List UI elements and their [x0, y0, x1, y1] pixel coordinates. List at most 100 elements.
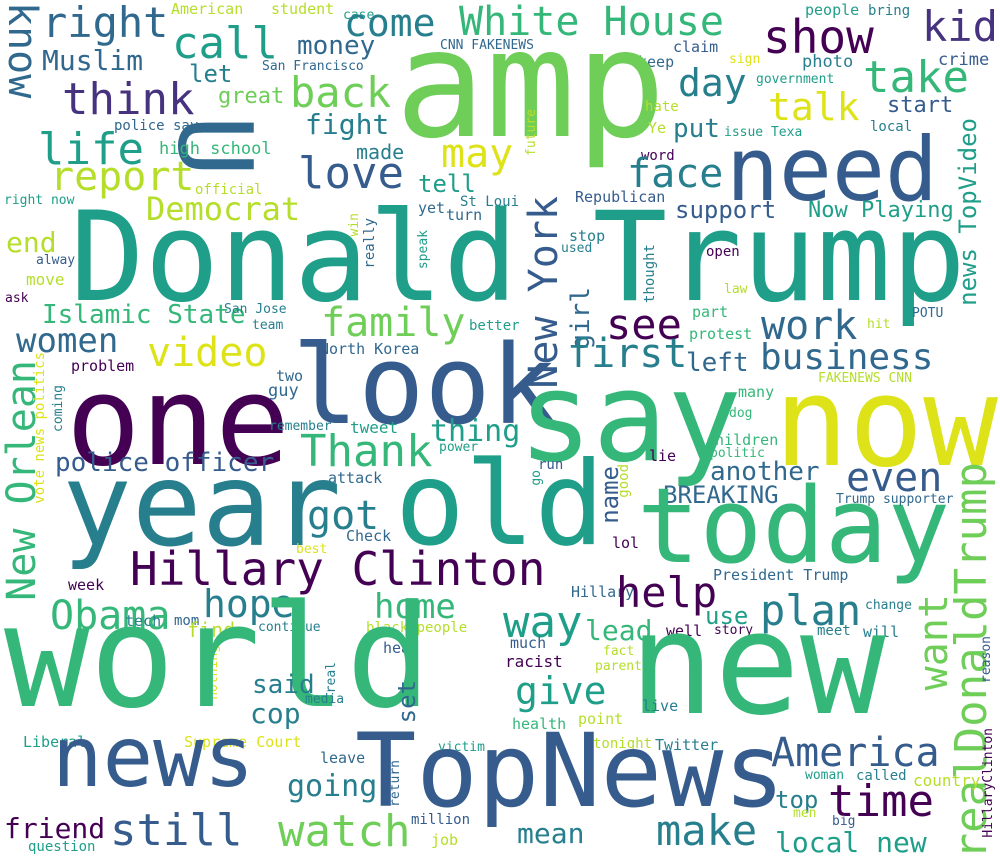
- word-high-school: high school: [159, 139, 272, 159]
- word-give: give: [515, 669, 607, 713]
- word-big: big: [832, 814, 856, 829]
- word-still: still: [110, 805, 243, 856]
- word-see: see: [606, 300, 682, 349]
- word-help: help: [616, 568, 718, 617]
- word-way: way: [503, 597, 583, 648]
- word-ye: Ye: [648, 119, 667, 137]
- word-know: know: [0, 2, 45, 99]
- word-come: come: [344, 1, 436, 45]
- word-million: million: [411, 812, 471, 828]
- word-return: return: [388, 760, 403, 807]
- word-home: home: [374, 587, 456, 627]
- word-power: power: [439, 440, 479, 455]
- word-team: team: [252, 318, 284, 333]
- word-going: going: [287, 769, 378, 804]
- word-think: think: [62, 74, 195, 125]
- word-fact: fact: [603, 644, 635, 659]
- word-called: called: [856, 768, 907, 784]
- word-real: real: [324, 662, 339, 694]
- word-kid: kid: [922, 2, 998, 51]
- word-back: back: [290, 68, 392, 117]
- word-another: another: [710, 457, 820, 487]
- word-end: end: [6, 226, 57, 259]
- word-show: show: [763, 10, 874, 64]
- word-north-korea: North Korea: [320, 340, 420, 358]
- word-family: family: [321, 300, 466, 346]
- word-report: report: [50, 154, 195, 200]
- word-official: official: [195, 182, 263, 198]
- word-donald-trump: Donald Trump: [70, 186, 966, 330]
- word-mean: mean: [517, 817, 585, 850]
- word-today: today: [637, 465, 951, 587]
- word-two: two: [276, 367, 304, 385]
- word-stop: stop: [569, 227, 606, 245]
- word-much: much: [510, 634, 547, 652]
- word-support: support: [675, 196, 777, 224]
- word-want: want: [911, 594, 957, 691]
- word-tech: tech: [125, 612, 162, 630]
- word-vote-news-politics: vote news politics: [32, 352, 48, 504]
- word-week: week: [68, 576, 105, 594]
- word-women: women: [16, 321, 119, 361]
- word-victim: victim: [438, 740, 485, 755]
- word-move: move: [26, 270, 65, 289]
- word-claim: claim: [673, 38, 719, 56]
- word-hillary: Hillary: [571, 583, 635, 601]
- word-lie: lie: [649, 447, 677, 465]
- word-plan: plan: [760, 586, 862, 635]
- word-local: local: [870, 119, 913, 135]
- word-dog: dog: [729, 406, 753, 421]
- word-tonight: tonight: [593, 736, 653, 752]
- word-people: people: [805, 1, 860, 19]
- word-leave: leave: [320, 749, 366, 767]
- word-meet: meet: [817, 623, 851, 639]
- word-change: change: [865, 598, 912, 613]
- word-made: made: [356, 140, 405, 164]
- word-time: time: [828, 776, 934, 827]
- word-right-now: right now: [4, 193, 75, 208]
- word-point: point: [578, 710, 624, 728]
- word-thought: thought: [642, 244, 658, 304]
- word-photo: photo: [802, 52, 854, 72]
- word-watch: watch: [278, 806, 411, 857]
- word-student: student: [271, 0, 335, 18]
- word-first: first: [567, 331, 688, 377]
- word-trump-supporter: Trump supporter: [836, 492, 954, 507]
- word-put: put: [673, 114, 720, 144]
- word-make: make: [656, 806, 758, 855]
- word-san-francisco: San Francisco: [262, 59, 364, 74]
- word-now: now: [774, 351, 998, 495]
- word-american: American: [171, 0, 244, 18]
- word-need: need: [726, 118, 938, 221]
- word-islamic-state: Islamic State: [42, 300, 246, 330]
- word-used: used: [561, 241, 593, 256]
- word-tell: tell: [418, 170, 476, 198]
- word-best: best: [296, 542, 328, 557]
- word-left: left: [686, 348, 749, 378]
- word-well: well: [666, 622, 703, 640]
- word-old: old: [395, 437, 605, 572]
- word-life: life: [38, 124, 144, 175]
- word-reason: reason: [979, 636, 994, 683]
- word-coming: coming: [51, 385, 66, 432]
- word-head: head: [383, 639, 420, 657]
- word-country: country: [913, 771, 981, 790]
- word-video: video: [147, 330, 268, 376]
- word-turn: turn: [446, 206, 483, 224]
- word-look: look: [292, 321, 557, 449]
- word-politic: politic: [710, 446, 765, 461]
- word-many: many: [738, 383, 775, 401]
- word-fight: fight: [305, 108, 390, 141]
- word-breaking: BREAKING: [663, 481, 779, 509]
- word-find: find: [187, 618, 236, 642]
- word-bring: bring: [868, 3, 911, 19]
- word-problem: problem: [71, 357, 135, 375]
- word-keep: keep: [638, 53, 675, 71]
- word-guy: guy: [268, 381, 299, 401]
- word-love: love: [298, 148, 404, 199]
- word-top: top: [775, 786, 819, 814]
- word-even: even: [846, 455, 943, 501]
- word-america: America: [771, 730, 940, 776]
- word-got: got: [307, 493, 380, 539]
